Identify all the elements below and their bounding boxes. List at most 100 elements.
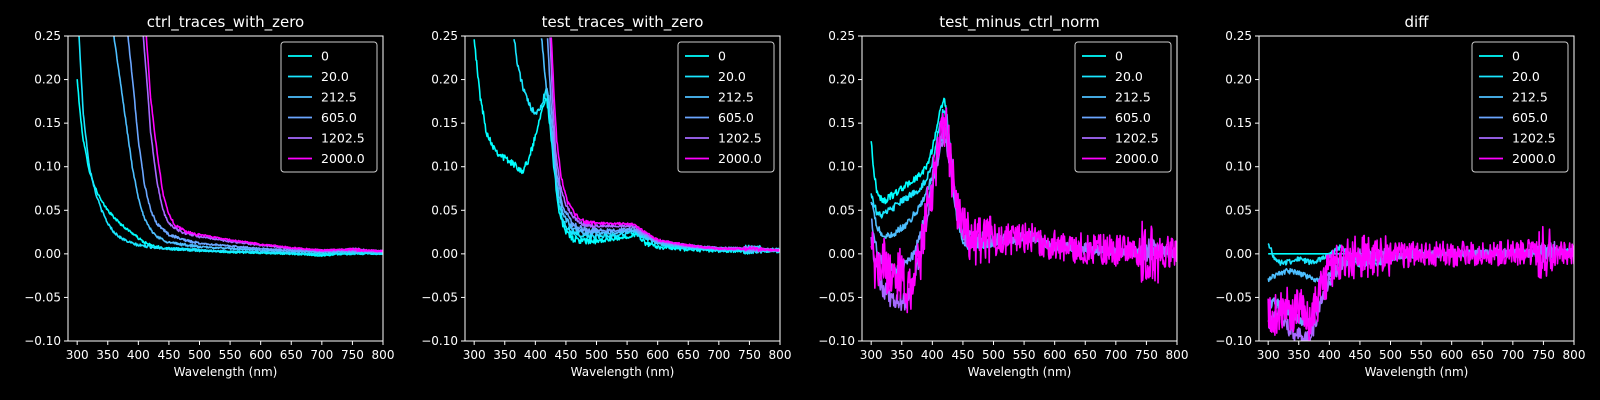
charts: ctrl_traces_with_zero 300 350 400 450 500 550 6… [24,13,1585,379]
series-line-5 [1267,225,1574,341]
chart-title: test_traces_with_zero [542,13,704,32]
legend-entry-label: 2000.0 [1512,151,1556,166]
legend-entry-label: 0 [718,49,726,64]
y-tick-label: 0.20 [34,73,61,87]
y-tick-label: 0.05 [828,203,855,217]
x-axis-label: Wavelength (nm) [571,365,675,379]
x-tick-label: 750 [738,348,761,362]
y-tick-label: 0.20 [828,73,855,87]
y-tick-label: 0.05 [1225,203,1252,217]
y-tick-label: 0.10 [34,160,61,174]
x-tick-label: 500 [188,348,211,362]
x-tick-label: 450 [554,348,577,362]
legend-entry-label: 2000.0 [321,151,365,166]
y-tick-label: −0.05 [421,290,458,304]
x-tick-label: 300 [860,348,883,362]
x-tick-label: 500 [1379,348,1402,362]
x-tick-label: 450 [951,348,974,362]
legend-box [1074,41,1172,173]
x-tick-label: 650 [677,348,700,362]
y-tick-label: −0.10 [421,334,458,348]
x-tick-label: 750 [1532,348,1555,362]
series-line-5 [870,107,1177,314]
x-tick-label: 350 [890,348,913,362]
legend-entry-label: 1202.5 [1512,131,1556,146]
x-tick-label: 350 [96,348,119,362]
x-tick-label: 700 [1501,348,1524,362]
legend-entry-label: 0 [1512,49,1520,64]
plot-frame [1258,35,1575,342]
x-tick-label: 600 [1440,348,1463,362]
x-tick-label: 500 [585,348,608,362]
y-tick-label: 0.10 [1225,160,1252,174]
x-tick-label: 800 [769,348,792,362]
x-tick-label: 650 [280,348,303,362]
x-tick-label: 600 [1043,348,1066,362]
series-line-5 [145,36,383,253]
x-tick-label: 650 [1471,348,1494,362]
y-tick-label: 0.15 [431,116,458,130]
y-tick-label: 0.15 [34,116,61,130]
x-tick-label: 800 [1563,348,1586,362]
y-tick-label: 0.25 [34,29,61,43]
x-tick-label: 550 [1410,348,1433,362]
x-tick-label: 800 [372,348,395,362]
x-axis-label: Wavelength (nm) [174,365,278,379]
y-tick-label: 0.05 [34,203,61,217]
series-lines [76,36,383,258]
y-tick-label: −0.10 [818,334,855,348]
x-tick-label: 650 [1074,348,1097,362]
chart-title: ctrl_traces_with_zero [147,13,304,32]
series-line-0 [76,79,383,258]
x-tick-label: 750 [1135,348,1158,362]
legend-entry-label: 20.0 [1115,69,1143,84]
chart-title: diff [1404,13,1429,31]
legend-entry-label: 212.5 [1115,90,1151,105]
y-tick-label: 0.10 [431,160,458,174]
chart-panel-2: test_minus_ctrl_norm 300 350 400 450 500 550 60… [818,13,1188,379]
y-tick-label: 0.00 [828,247,855,261]
y-tick-label: 0.00 [34,247,61,261]
series-lines [473,37,780,255]
x-tick-label: 350 [493,348,516,362]
y-tick-label: 0.05 [431,203,458,217]
y-tick-label: 0.00 [431,247,458,261]
series-line-5 [550,37,780,252]
x-tick-label: 700 [707,348,730,362]
plot-frame [67,35,384,342]
chart-title: test_minus_ctrl_norm [939,13,1100,32]
x-tick-label: 400 [1318,348,1341,362]
legend-entry-label: 2000.0 [1115,151,1159,166]
legend-entry-label: 605.0 [321,110,357,125]
y-tick-label: 0.20 [431,73,458,87]
y-tick-label: 0.15 [1225,116,1252,130]
legend-entry-label: 0 [321,49,329,64]
legend-entry-label: 605.0 [1115,110,1151,125]
legend-entry-label: 605.0 [1512,110,1548,125]
legend-entry-label: 0 [1115,49,1123,64]
x-tick-label: 550 [616,348,639,362]
x-tick-label: 400 [524,348,547,362]
y-tick-label: 0.00 [1225,247,1252,261]
x-tick-label: 550 [1013,348,1036,362]
series-line-1 [78,36,383,256]
y-tick-label: 0.25 [1225,29,1252,43]
legend-entry-label: 20.0 [718,69,746,84]
x-tick-label: 550 [219,348,242,362]
x-tick-label: 300 [1257,348,1280,362]
x-tick-label: 700 [310,348,333,362]
x-tick-label: 400 [921,348,944,362]
chart-panel-0: ctrl_traces_with_zero 300 350 400 450 500 550 6… [24,13,394,379]
y-tick-label: −0.05 [24,290,61,304]
y-tick-label: −0.05 [818,290,855,304]
legend-entry-label: 1202.5 [718,131,762,146]
y-tick-label: −0.10 [1215,334,1252,348]
x-tick-label: 800 [1166,348,1189,362]
legend-entry-label: 2000.0 [718,151,762,166]
legend: 0 20.0 212.5 605.0 1202.5 2000.0 [280,41,378,173]
y-tick-label: 0.10 [828,160,855,174]
x-tick-label: 500 [982,348,1005,362]
y-tick-label: 0.25 [431,29,458,43]
